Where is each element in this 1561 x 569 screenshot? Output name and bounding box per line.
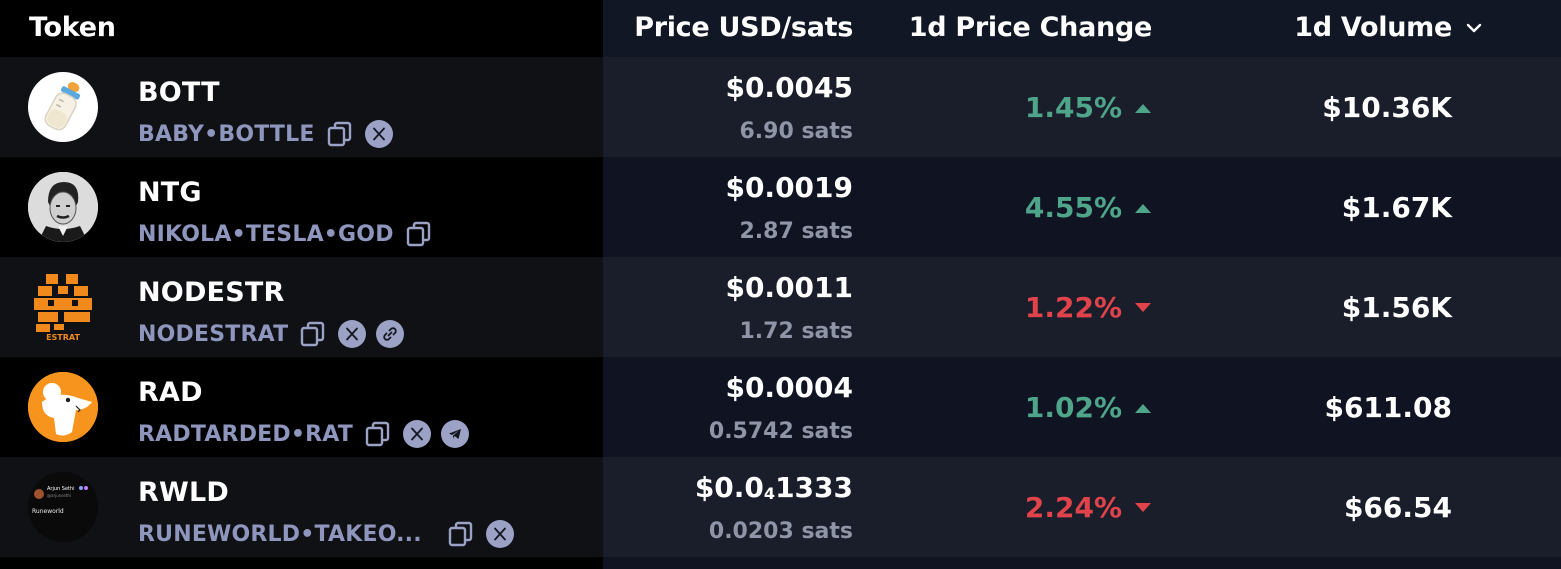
baby-bottle-icon [44, 82, 81, 131]
token-name[interactable]: RUNEWORLD•TAKEO... [138, 521, 422, 547]
token-symbol[interactable]: NODESTR [138, 277, 285, 308]
x-icon[interactable] [364, 120, 393, 148]
price-sats: 1.72 sats [739, 319, 854, 344]
table-row[interactable]: BOTT BABY•BOTTLE $0.0045 6.90 sats 1.45%… [0, 57, 1561, 157]
token-name-line: NIKOLA•TESLA•GOD [138, 220, 434, 248]
price-change: 1.45% [1025, 91, 1152, 124]
triangle-up-icon [1135, 103, 1151, 113]
copy-icon[interactable] [298, 319, 328, 349]
price-change-value: 1.45% [1024, 91, 1122, 124]
token-symbol[interactable]: RAD [138, 377, 203, 408]
token-name-line: RADTARDED•RAT [138, 420, 469, 448]
token-name[interactable]: BABY•BOTTLE [138, 121, 315, 147]
header-right [603, 0, 1561, 57]
price-change-value: 2.24% [1024, 491, 1122, 524]
avatar-tweet-handle: @arjunsethi [47, 493, 71, 498]
rat-icon [28, 372, 98, 442]
price-change: 2.24% [1025, 491, 1152, 524]
x-icon[interactable] [338, 320, 367, 348]
price-change: 1.02% [1025, 391, 1152, 424]
price-usd: $0.0004 [725, 371, 853, 404]
triangle-down-icon [1135, 502, 1151, 512]
table-row[interactable]: RAD RADTARDED•RAT $0.0004 0.5742 sats 1.… [0, 357, 1561, 457]
triangle-down-icon [1135, 302, 1151, 312]
volume-value: $1.67K [1341, 191, 1452, 224]
volume-value: $1.56K [1341, 291, 1452, 324]
x-icon[interactable] [485, 520, 514, 548]
column-header-token[interactable]: Token [29, 12, 116, 43]
price-change-value: 1.22% [1024, 291, 1122, 324]
price-digits: 1333 [775, 471, 853, 504]
nodestrat-logo-text: ESTRAT [46, 333, 80, 342]
copy-icon[interactable] [404, 219, 434, 249]
price-change-value: 4.55% [1024, 191, 1122, 224]
column-header-volume[interactable]: 1d Volume [1294, 12, 1452, 43]
triangle-up-icon [1135, 403, 1151, 413]
nodestrat-pixel-logo: ESTRAT [34, 274, 92, 342]
column-header-price[interactable]: Price USD/sats [634, 12, 853, 43]
copy-icon[interactable] [325, 119, 355, 149]
price-change: 4.55% [1025, 191, 1152, 224]
volume-value: $66.54 [1343, 491, 1452, 524]
price-change: 1.22% [1025, 291, 1152, 324]
token-name[interactable]: NODESTRAT [138, 321, 289, 347]
price-prefix: $0.0 [694, 471, 764, 504]
table-bottom-strip [0, 557, 1561, 569]
table-row[interactable]: NTG NIKOLA•TESLA•GOD $0.0019 2.87 sats 4… [0, 157, 1561, 257]
price-usd: $0.0045 [725, 71, 853, 104]
token-symbol[interactable]: BOTT [138, 77, 220, 108]
table-header: Token Price USD/sats 1d Price Change 1d … [0, 0, 1561, 57]
chevron-down-icon[interactable] [1466, 22, 1482, 34]
column-header-change[interactable]: 1d Price Change [908, 12, 1153, 43]
x-icon[interactable] [402, 420, 431, 448]
token-avatar [28, 172, 98, 242]
telegram-icon[interactable] [440, 420, 469, 448]
volume-value: $611.08 [1324, 391, 1452, 424]
volume-value: $10.36K [1322, 91, 1452, 124]
runeworld-tweet-avatar: Arjun Sethi @arjunsethi Runeworld [28, 472, 98, 542]
price-sats: 6.90 sats [739, 119, 854, 144]
price-zero-count: 4 [763, 484, 776, 503]
price-sats: 0.5742 sats [708, 419, 853, 444]
token-avatar: Arjun Sethi @arjunsethi Runeworld [28, 472, 98, 542]
avatar-tweet-caption: Runeworld [32, 508, 64, 515]
token-name[interactable]: NIKOLA•TESLA•GOD [138, 221, 394, 247]
avatar-tweet-name: Arjun Sethi [47, 486, 75, 492]
token-name-line: RUNEWORLD•TAKEO... [138, 520, 514, 548]
price-usd: $0.0011 [725, 271, 853, 304]
link-icon[interactable] [376, 320, 405, 348]
table-row[interactable]: ESTRAT NODESTR NODESTRAT $0.0011 1.72 sa… [0, 257, 1561, 357]
token-name-line: BABY•BOTTLE [138, 120, 393, 148]
token-name[interactable]: RADTARDED•RAT [138, 421, 353, 447]
token-avatar [28, 72, 98, 142]
token-name-line: NODESTRAT [138, 319, 405, 349]
token-symbol[interactable]: NTG [138, 177, 202, 208]
price-usd: $0.0019 [725, 171, 853, 204]
price-usd: $0.041333 [695, 471, 853, 504]
triangle-up-icon [1135, 203, 1151, 213]
tesla-portrait-icon [28, 172, 98, 242]
price-sats: 2.87 sats [739, 219, 854, 244]
copy-icon[interactable] [363, 419, 393, 449]
table-row[interactable]: Arjun Sethi @arjunsethi Runeworld RWLD R… [0, 457, 1561, 557]
copy-icon[interactable] [446, 519, 476, 549]
price-sats: 0.0203 sats [708, 519, 853, 544]
token-avatar [28, 372, 98, 442]
header-left [0, 0, 603, 57]
token-symbol[interactable]: RWLD [138, 477, 229, 508]
token-avatar: ESTRAT [28, 272, 98, 342]
price-change-value: 1.02% [1024, 391, 1122, 424]
